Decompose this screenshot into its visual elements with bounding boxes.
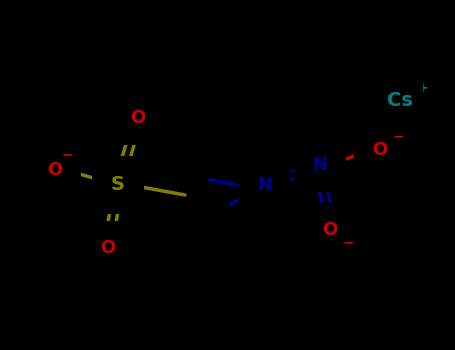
- Text: O: O: [372, 141, 388, 159]
- Text: S: S: [111, 175, 125, 195]
- Text: −: −: [61, 147, 73, 161]
- Text: O: O: [323, 221, 338, 239]
- Text: −: −: [342, 235, 354, 249]
- Text: O: O: [131, 109, 146, 127]
- Text: Cs: Cs: [387, 91, 413, 110]
- Text: O: O: [101, 239, 116, 257]
- Text: N: N: [258, 176, 273, 194]
- Text: N: N: [313, 156, 328, 174]
- Text: −: −: [392, 129, 404, 143]
- Text: O: O: [47, 161, 63, 179]
- Text: +: +: [416, 81, 428, 95]
